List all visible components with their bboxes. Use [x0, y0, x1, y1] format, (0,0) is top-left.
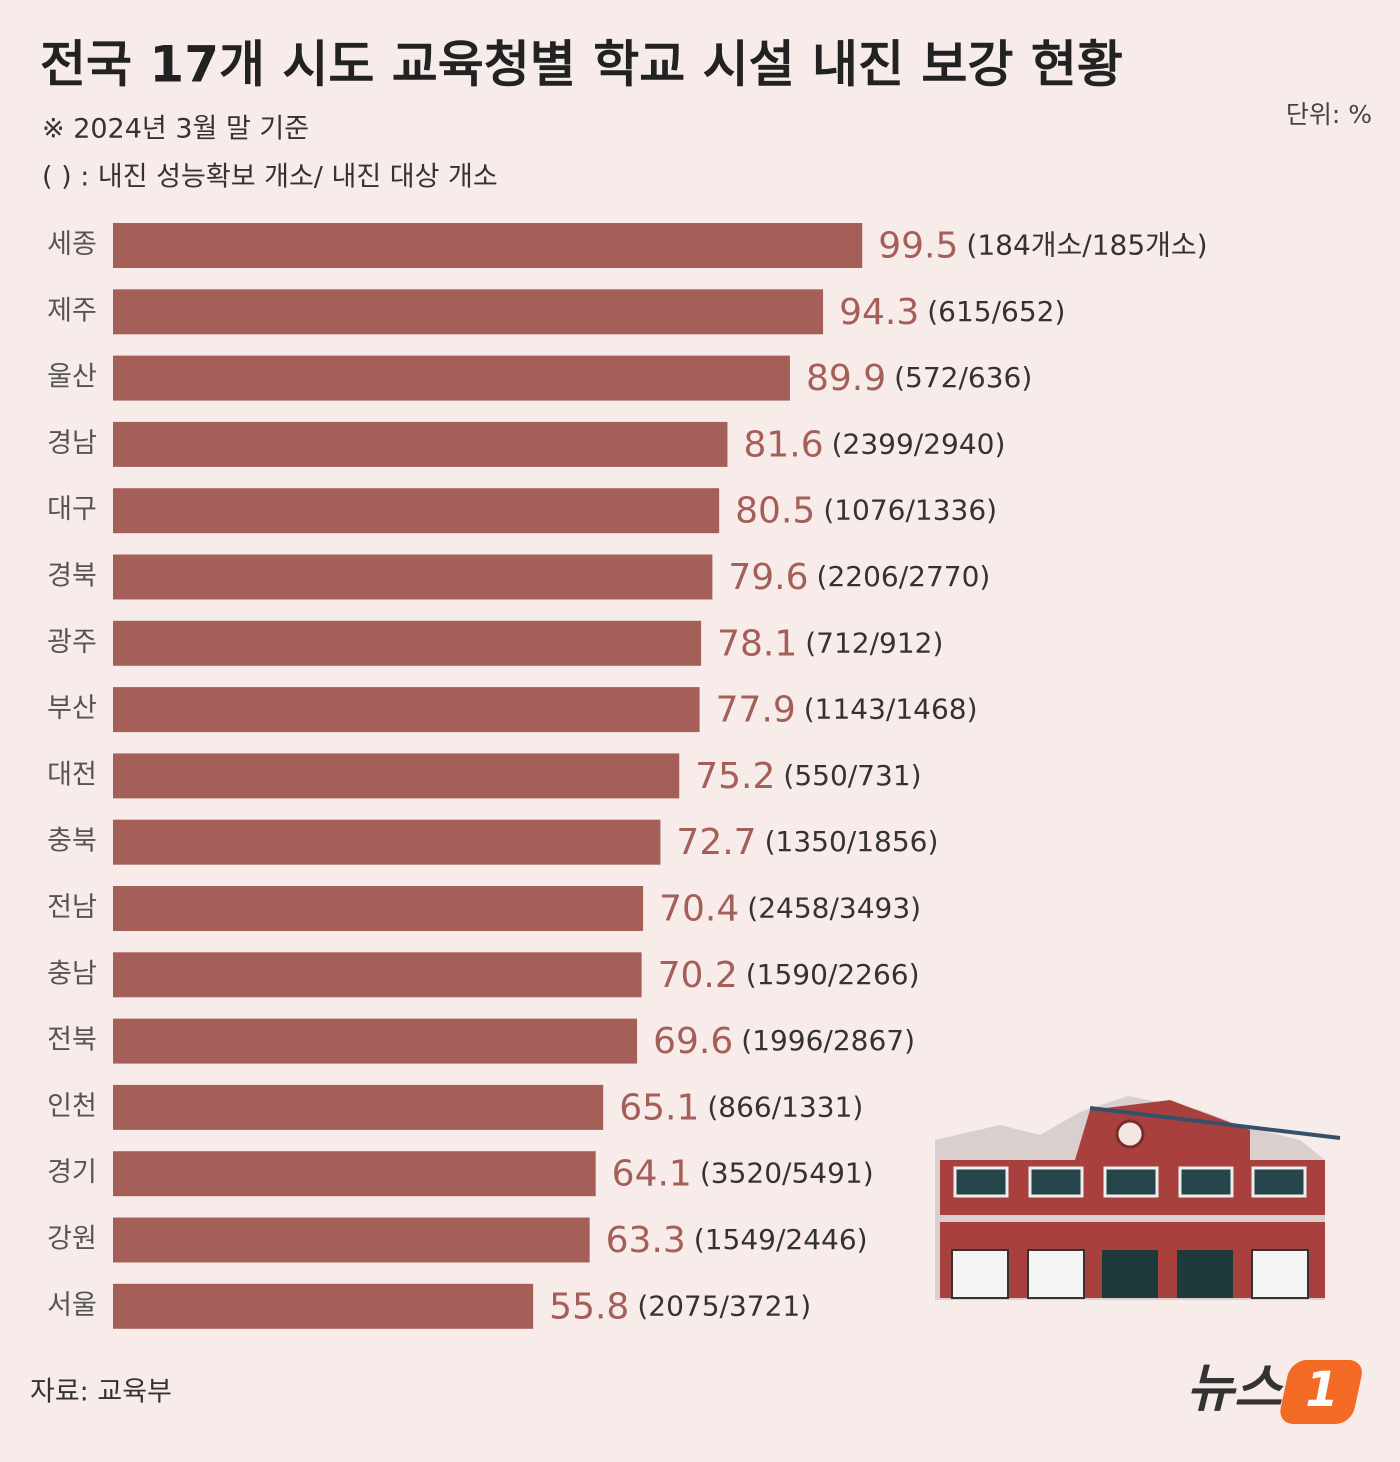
bar	[113, 1084, 604, 1130]
count-label: (712/912)	[805, 626, 943, 659]
category-label: 경남	[47, 428, 97, 459]
bar	[113, 753, 680, 799]
value-label: 77.9	[716, 690, 796, 731]
value-label: 78.1	[717, 623, 797, 664]
value-label: 70.2	[658, 955, 738, 996]
bar	[113, 1217, 590, 1263]
count-label: (2206/2770)	[817, 560, 991, 593]
bar	[113, 289, 824, 335]
category-label: 부산	[47, 693, 97, 724]
garage-door	[951, 1249, 1009, 1299]
bar	[113, 819, 661, 865]
count-label: (1996/2867)	[741, 1024, 915, 1057]
value-label: 75.2	[695, 756, 775, 797]
category-label: 전북	[47, 1025, 97, 1056]
value-label: 94.3	[839, 292, 919, 333]
note: ( ) : 내진 성능확보 개소/ 내진 대상 개소	[42, 162, 498, 193]
garage-door	[1251, 1249, 1309, 1299]
category-label: 대구	[47, 494, 97, 525]
count-label: (2399/2940)	[832, 427, 1006, 460]
bar	[113, 1018, 638, 1064]
value-label: 72.7	[676, 822, 756, 863]
value-label: 70.4	[659, 889, 739, 930]
unit-label: 단위: %	[1286, 100, 1372, 129]
count-label: (1549/2446)	[694, 1223, 868, 1256]
count-label: (1350/1856)	[765, 825, 939, 858]
category-label: 충북	[47, 826, 97, 857]
bar	[113, 355, 790, 401]
category-label: 광주	[47, 627, 97, 658]
count-label: (572/636)	[894, 361, 1032, 394]
value-label: 63.3	[606, 1220, 686, 1261]
category-label: 제주	[47, 295, 97, 326]
count-label: (2075/3721)	[637, 1289, 811, 1322]
category-label: 강원	[47, 1224, 97, 1255]
building-illustration	[935, 1096, 1341, 1300]
category-label: 울산	[47, 362, 97, 393]
count-label: (184개소/185개소)	[966, 229, 1207, 262]
category-label: 경북	[47, 561, 97, 592]
count-label: (866/1331)	[707, 1090, 863, 1123]
note: ※ 2024년 3월 말 기준	[42, 114, 309, 145]
category-label: 서울	[47, 1290, 97, 1321]
value-label: 99.5	[878, 226, 958, 267]
bar	[113, 1283, 534, 1329]
window	[1178, 1166, 1234, 1198]
count-label: (2458/3493)	[747, 892, 921, 925]
garage-door	[1027, 1249, 1085, 1299]
chart-title: 전국 17개 시도 교육청별 학교 시설 내진 보강 현황	[40, 36, 1123, 94]
garage-door	[1102, 1250, 1158, 1298]
category-label: 세종	[47, 229, 97, 260]
count-label: (1076/1336)	[823, 494, 997, 527]
count-label: (550/731)	[783, 759, 921, 792]
brand-number: 1	[1305, 1362, 1338, 1418]
bar	[113, 554, 713, 600]
value-label: 55.8	[549, 1286, 629, 1327]
brand-box	[1280, 1360, 1362, 1424]
brand-text: 뉴스	[1186, 1359, 1284, 1419]
value-label: 69.6	[653, 1021, 733, 1062]
count-label: (1143/1468)	[804, 693, 978, 726]
category-label: 경기	[47, 1157, 97, 1188]
window	[953, 1166, 1009, 1198]
category-label: 충남	[47, 958, 97, 989]
category-label: 전남	[47, 892, 97, 923]
bar	[113, 1151, 596, 1197]
window	[1251, 1166, 1307, 1198]
category-label: 인천	[47, 1091, 97, 1122]
category-label: 대전	[47, 759, 97, 790]
count-label: (3520/5491)	[700, 1157, 874, 1190]
bar	[113, 886, 644, 931]
bar	[113, 620, 702, 666]
brand-logo: 뉴스 1	[1186, 1359, 1362, 1424]
roof-edge	[1089, 1106, 1341, 1140]
bar	[113, 421, 728, 467]
building-roof	[1075, 1100, 1250, 1160]
count-label: (615/652)	[927, 295, 1065, 328]
bar	[113, 488, 720, 534]
emblem	[1115, 1119, 1145, 1149]
value-label: 80.5	[735, 491, 815, 532]
value-label: 79.6	[728, 557, 808, 598]
bar	[113, 952, 642, 998]
source: 자료: 교육부	[30, 1377, 172, 1408]
count-label: (1590/2266)	[746, 958, 920, 991]
value-label: 64.1	[612, 1154, 692, 1195]
bar	[113, 223, 863, 268]
value-label: 65.1	[619, 1087, 699, 1128]
window	[1028, 1166, 1084, 1198]
garage-door	[1177, 1250, 1233, 1298]
bar	[113, 687, 700, 733]
value-label: 89.9	[806, 358, 886, 399]
value-label: 81.6	[743, 424, 823, 465]
window	[1103, 1166, 1159, 1198]
